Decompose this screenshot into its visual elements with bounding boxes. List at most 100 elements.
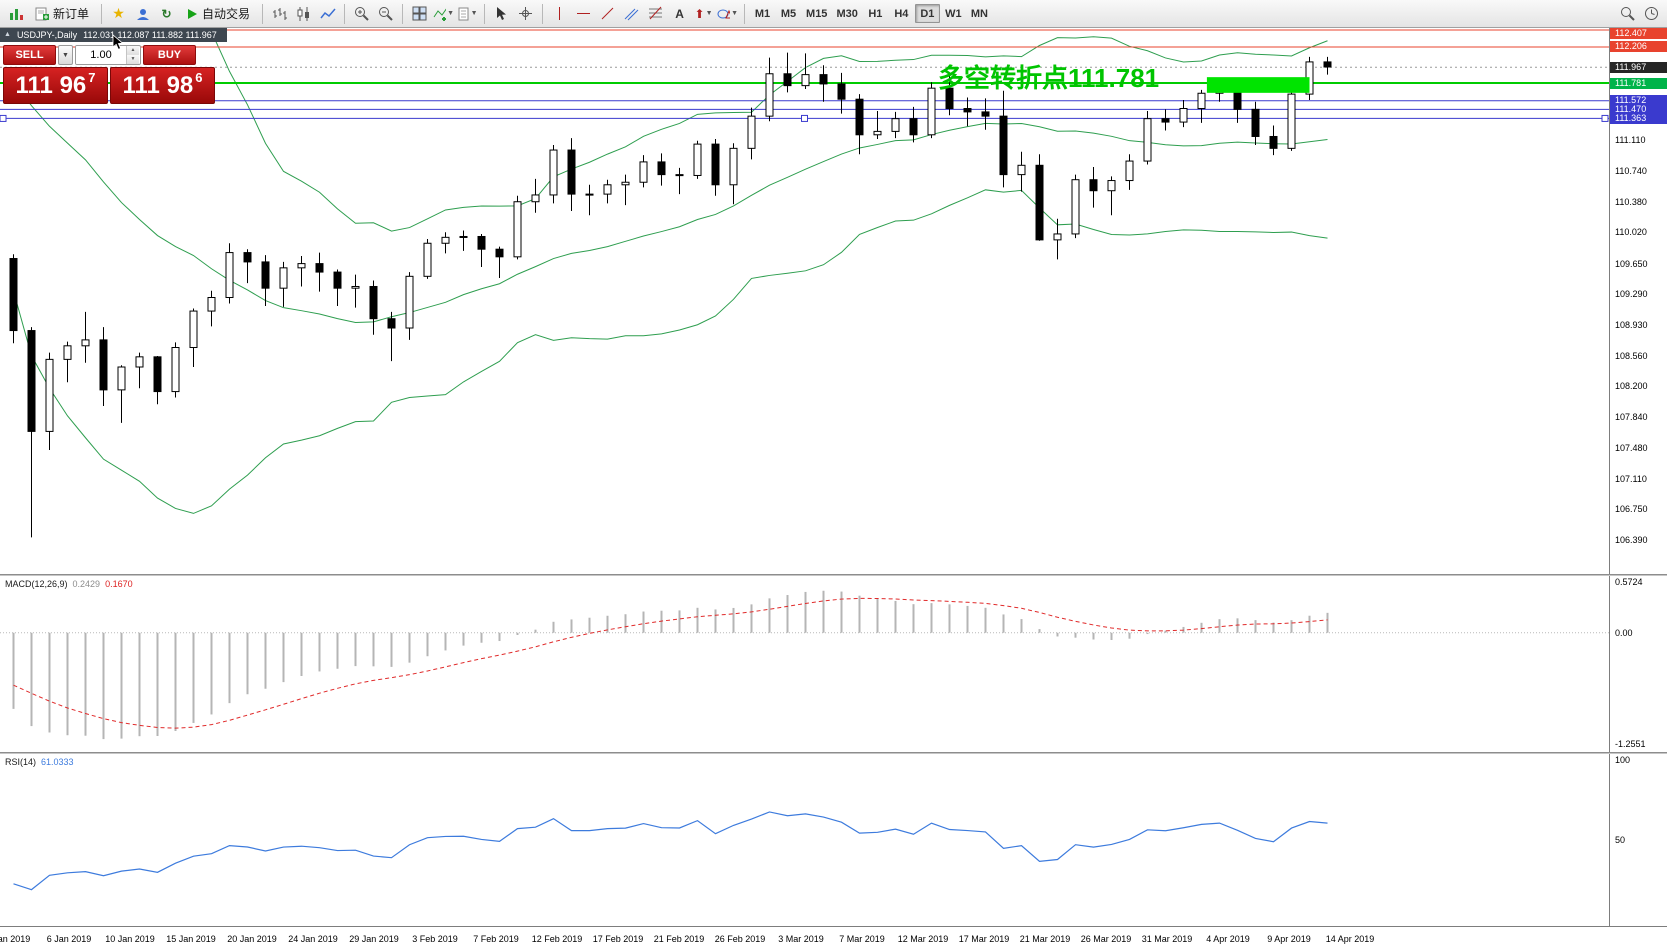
timeframe-H4[interactable]: H4 (894, 8, 909, 20)
toolbar-separator (542, 3, 544, 24)
templates-icon[interactable]: ▼ (456, 3, 479, 25)
candle-body (1269, 135, 1278, 149)
date-label: 9 Apr 2019 (1267, 934, 1311, 944)
timeframe-MN[interactable]: MN (970, 8, 988, 20)
candle-body (909, 118, 918, 136)
main-chart-plot[interactable]: ▲ USDJPY-,Daily 112.031 112.087 111.882 … (0, 28, 1609, 574)
toolbar-separator (344, 3, 346, 24)
bar-chart-icon[interactable] (268, 3, 291, 25)
main-chart-panel: ▲ USDJPY-,Daily 112.031 112.087 111.882 … (0, 28, 1667, 574)
date-label: 3 Feb 2019 (412, 934, 458, 944)
line-selection-handle[interactable] (0, 114, 7, 122)
bid-price-display[interactable]: 111 96 7 (3, 67, 108, 104)
candle-body (801, 74, 810, 87)
volume-up-button[interactable]: ▲ (126, 46, 139, 55)
bollinger-middle-band (13, 81, 1328, 323)
candle-body (549, 149, 558, 196)
rectangle-object[interactable] (1206, 77, 1310, 93)
candle-body (693, 143, 702, 176)
chart-symbol-period: USDJPY-,Daily (16, 30, 78, 40)
timeframe-M30[interactable]: M30 (836, 8, 858, 20)
price-label: 108.200 (1615, 381, 1648, 392)
price-badge: 112.206 (1610, 41, 1667, 53)
candlestick-series (9, 52, 1332, 538)
timeframe-D1[interactable]: D1 (914, 4, 940, 23)
favorites-icon[interactable]: ★ (112, 5, 125, 21)
rsi-panel: RSI(14) 61.0333 100 50 (0, 754, 1667, 926)
candle-body (1323, 61, 1332, 68)
volume-dropdown-button[interactable]: ▼ (58, 45, 73, 65)
candle-body (711, 143, 720, 186)
horizontal-line-tool-icon[interactable] (572, 3, 595, 25)
candle-body (765, 73, 774, 117)
sell-button[interactable]: SELL (3, 45, 56, 65)
time-scale[interactable]: 1 Jan 2019 6 Jan 2019 10 Jan 2019 15 Jan 20… (0, 926, 1667, 952)
toolbar-separator (262, 3, 264, 24)
candle-body (459, 235, 468, 238)
search-icon[interactable] (1616, 3, 1639, 25)
clock-icon[interactable] (1640, 3, 1663, 25)
cursor-tool-icon[interactable] (490, 3, 513, 25)
macd-scale[interactable]: 0.5724 0.00 -1.2551 (1609, 576, 1667, 752)
candle-body (27, 330, 36, 432)
profiles-icon[interactable] (131, 3, 154, 25)
pivot-annotation-text[interactable]: 多空转折点111.781 (938, 63, 1160, 93)
panel-divider[interactable] (0, 574, 1667, 576)
price-label: 0.5724 (1615, 577, 1643, 587)
candle-body (621, 181, 630, 186)
macd-signal-line (13, 597, 1328, 729)
candle-body (333, 271, 342, 289)
macd-plot[interactable]: MACD(12,26,9) 0.2429 0.1670 (0, 576, 1609, 752)
candle-body (1287, 93, 1296, 149)
timeframe-H1[interactable]: H1 (868, 8, 883, 20)
rsi-plot[interactable]: RSI(14) 61.0333 (0, 754, 1609, 926)
candle-body (171, 347, 180, 393)
vertical-line-tool-icon[interactable] (548, 3, 571, 25)
candle-body (567, 149, 576, 195)
panel-divider[interactable] (0, 752, 1667, 754)
candle-body (873, 130, 882, 136)
arrows-tool-icon[interactable]: ⬆ ▼ (694, 6, 713, 21)
timeframe-M15[interactable]: M15 (806, 8, 828, 20)
timeframe-M1[interactable]: M1 (754, 8, 771, 20)
ask-price-display[interactable]: 111 98 6 (110, 67, 215, 104)
candle-body (819, 74, 828, 85)
candle-body (531, 194, 540, 203)
auto-trading-button[interactable]: 自动交易 (179, 3, 257, 25)
volume-input[interactable] (76, 46, 126, 64)
channel-tool-icon[interactable] (620, 3, 643, 25)
candle-body (1125, 160, 1134, 182)
timeframe-M5[interactable]: M5 (780, 8, 797, 20)
one-click-trade-panel: SELL ▼ ▲ ▼ BUY 111 96 7 (3, 45, 217, 104)
shapes-tool-icon[interactable]: ▼ (716, 3, 739, 25)
candlestick-chart-icon[interactable] (292, 3, 315, 25)
fibonacci-tool-icon[interactable] (644, 3, 667, 25)
buy-button[interactable]: BUY (143, 45, 196, 65)
price-scale[interactable]: 111.110 110.740 110.380 110.020 109.650 109.2… (1609, 28, 1667, 574)
zoom-out-icon[interactable] (374, 3, 397, 25)
macd-signal-value: 0.1670 (105, 579, 133, 589)
volume-down-button[interactable]: ▼ (126, 55, 139, 64)
candle-body (81, 339, 90, 347)
price-label: 109.290 (1615, 289, 1648, 300)
trendline-tool-icon[interactable] (596, 3, 619, 25)
volume-box: ▲ ▼ (75, 45, 141, 65)
new-order-button[interactable]: 新订单 (28, 3, 96, 25)
refresh-icon[interactable]: ↻ (161, 6, 172, 21)
line-chart-icon[interactable] (316, 3, 339, 25)
text-tool-icon[interactable]: A (675, 6, 684, 21)
candle-body (387, 318, 396, 329)
rsi-scale[interactable]: 100 50 (1609, 754, 1667, 926)
date-label: 12 Mar 2019 (897, 934, 949, 944)
macd-name: MACD(12,26,9) (5, 579, 68, 589)
line-selection-handle[interactable] (801, 114, 808, 122)
auto-trading-label: 自动交易 (202, 7, 251, 21)
line-selection-handle[interactable] (1601, 114, 1609, 122)
crosshair-tool-icon[interactable] (514, 3, 537, 25)
timeframe-W1[interactable]: W1 (945, 8, 962, 20)
indicators-icon[interactable]: ▼ (432, 3, 455, 25)
candle-body (1089, 179, 1098, 192)
tile-windows-icon[interactable] (408, 3, 431, 25)
bollinger-lower-band (13, 189, 1328, 514)
zoom-in-icon[interactable] (350, 3, 373, 25)
